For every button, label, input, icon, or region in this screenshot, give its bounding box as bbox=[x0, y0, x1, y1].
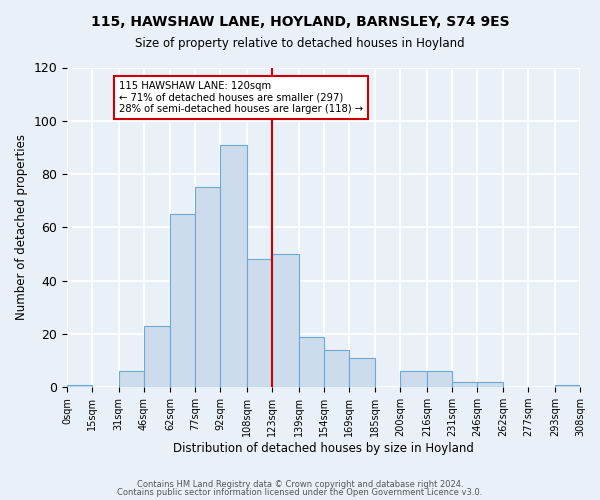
X-axis label: Distribution of detached houses by size in Hoyland: Distribution of detached houses by size … bbox=[173, 442, 474, 455]
Bar bbox=[196, 188, 220, 387]
Bar bbox=[555, 384, 580, 387]
Text: Contains public sector information licensed under the Open Government Licence v3: Contains public sector information licen… bbox=[118, 488, 482, 497]
Text: 115, HAWSHAW LANE, HOYLAND, BARNSLEY, S74 9ES: 115, HAWSHAW LANE, HOYLAND, BARNSLEY, S7… bbox=[91, 15, 509, 29]
Bar bbox=[67, 384, 92, 387]
Text: Contains HM Land Registry data © Crown copyright and database right 2024.: Contains HM Land Registry data © Crown c… bbox=[137, 480, 463, 489]
Bar bbox=[299, 336, 323, 387]
Text: Size of property relative to detached houses in Hoyland: Size of property relative to detached ho… bbox=[135, 38, 465, 51]
Bar bbox=[220, 145, 247, 387]
Bar bbox=[272, 254, 299, 387]
Bar bbox=[477, 382, 503, 387]
Bar bbox=[427, 371, 452, 387]
Bar bbox=[119, 371, 144, 387]
Bar bbox=[452, 382, 477, 387]
Bar bbox=[144, 326, 170, 387]
Y-axis label: Number of detached properties: Number of detached properties bbox=[15, 134, 28, 320]
Bar bbox=[247, 260, 272, 387]
Bar bbox=[400, 371, 427, 387]
Bar bbox=[349, 358, 375, 387]
Text: 115 HAWSHAW LANE: 120sqm
← 71% of detached houses are smaller (297)
28% of semi-: 115 HAWSHAW LANE: 120sqm ← 71% of detach… bbox=[119, 81, 363, 114]
Bar bbox=[170, 214, 196, 387]
Bar bbox=[323, 350, 349, 387]
